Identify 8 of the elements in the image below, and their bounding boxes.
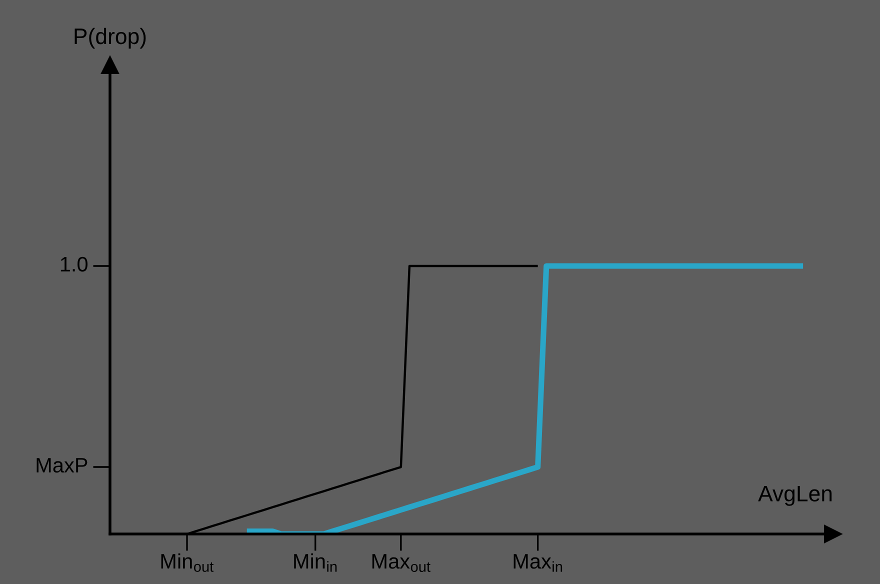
x-tick-label: Max$_{in}$ (514, 554, 562, 572)
ref-line-label: MaxP (36, 458, 88, 473)
ref-line-label: 1.0 (60, 256, 88, 272)
x-tick-label: Min$_{out}$ (161, 553, 214, 572)
x-tick-label: Max$_{out}$ (372, 554, 430, 572)
x-tick-label: Min$_{in}$ (294, 553, 337, 572)
text: P(drop) (74, 28, 146, 49)
x-axis-title: AvgLen (758, 486, 832, 506)
